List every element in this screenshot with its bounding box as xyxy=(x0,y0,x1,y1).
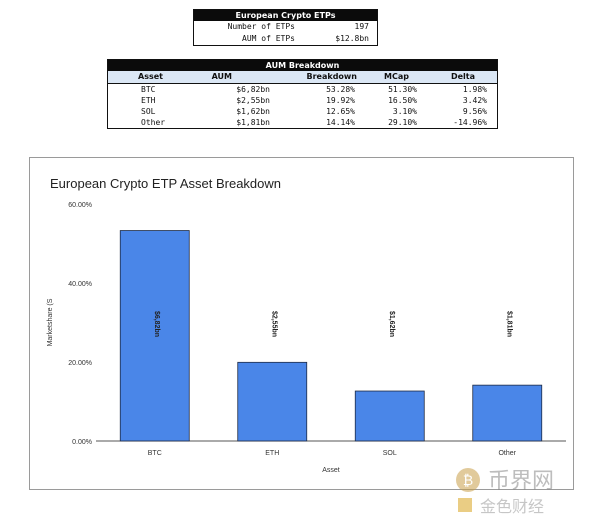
table-cell: 1.98% xyxy=(462,85,487,94)
y-tick-label: 20.00% xyxy=(68,360,92,367)
etps-count-label: Number of ETPs xyxy=(227,22,295,31)
bar-other xyxy=(472,384,543,442)
table-cell: $1,62bn xyxy=(236,107,270,116)
table-row: SOL $1,62bn 12.65% 3.10% 9.56% xyxy=(108,106,497,117)
bar-btc xyxy=(119,230,190,442)
x-tick-label: BTC xyxy=(148,450,162,457)
table-cell: SOL xyxy=(141,107,156,116)
table-cell: Other xyxy=(141,118,166,127)
table-row: Number of ETPs 197 xyxy=(194,21,377,33)
table-cell: 53.28% xyxy=(326,85,355,94)
watermark-line2: 金色财经 xyxy=(480,497,544,516)
table-row: AUM of ETPs $12.8bn xyxy=(194,33,377,45)
table-row: Other $1,81bn 14.14% 29.10% -14.96% xyxy=(108,117,497,128)
data-label: $1,81bn xyxy=(505,311,512,337)
table-cell: 16.50% xyxy=(388,96,417,105)
table-cell: 3.42% xyxy=(462,96,487,105)
x-tick-label: Other xyxy=(498,450,516,457)
y-tick-label: 0.00% xyxy=(72,439,92,446)
table-cell: -14.96% xyxy=(453,118,487,127)
watermark-coin-icon xyxy=(456,468,480,492)
bar-sol xyxy=(354,390,425,442)
etps-summary-table: European Crypto ETPs Number of ETPs 197 … xyxy=(193,9,378,46)
table-cell: $1,81bn xyxy=(236,118,270,127)
watermark-line1: 币界网 xyxy=(488,469,554,494)
watermark-logo: ₿ 币界网 金色财经 xyxy=(456,468,554,516)
table-cell: $6,82bn xyxy=(236,85,270,94)
data-label: $6,82bn xyxy=(153,311,160,337)
column-header-delta: Delta xyxy=(450,72,475,81)
table-cell: $2,55bn xyxy=(236,96,270,105)
chart-title: European Crypto ETP Asset Breakdown xyxy=(50,176,281,191)
data-label: $1,62bn xyxy=(388,311,395,337)
aum-breakdown-table: AUM Breakdown Asset AUM Breakdown MCap D… xyxy=(107,59,498,129)
table-cell: 9.56% xyxy=(462,107,487,116)
etps-aum-value: $12.8bn xyxy=(335,34,369,43)
table-cell: 14.14% xyxy=(326,118,355,127)
table-cell: 51.30% xyxy=(388,85,417,94)
svg-text:₿: ₿ xyxy=(463,473,473,489)
table-cell: 12.65% xyxy=(326,107,355,116)
table-cell: ETH xyxy=(141,96,156,105)
table-cell: 19.92% xyxy=(326,96,355,105)
table-row: ETH $2,55bn 19.92% 16.50% 3.42% xyxy=(108,95,497,106)
bar-eth xyxy=(237,361,308,442)
table-cell: 29.10% xyxy=(388,118,417,127)
watermark-square-icon xyxy=(458,498,472,512)
etps-aum-label: AUM of ETPs xyxy=(242,34,295,43)
aum-table-title: AUM Breakdown xyxy=(108,60,497,71)
table-cell: BTC xyxy=(141,85,156,94)
etps-table-title: European Crypto ETPs xyxy=(194,10,377,21)
table-row: BTC $6,82bn 53.28% 51.30% 1.98% xyxy=(108,84,497,95)
chart-panel: European Crypto ETP Asset Breakdown 0.00… xyxy=(29,157,574,490)
x-axis-title: Asset xyxy=(322,467,340,474)
table-header-row: Asset AUM Breakdown MCap Delta xyxy=(108,71,497,84)
column-header-aum: AUM xyxy=(211,72,232,81)
y-tick-label: 40.00% xyxy=(68,281,92,288)
bar-chart: 0.00% 20.00% 40.00% 60.00% BTC $6,82bn ETH $2,5… xyxy=(47,202,566,474)
y-axis-title: Marketshare (S xyxy=(47,298,54,346)
y-tick-label: 60.00% xyxy=(68,202,92,209)
data-label: $2,55bn xyxy=(270,311,277,337)
column-header-breakdown: Breakdown xyxy=(306,72,358,81)
etps-count-value: 197 xyxy=(354,22,369,31)
column-header-mcap: MCap xyxy=(384,72,409,81)
column-header-asset: Asset xyxy=(138,72,163,81)
x-tick-label: SOL xyxy=(383,450,397,457)
table-cell: 3.10% xyxy=(392,107,417,116)
x-tick-label: ETH xyxy=(265,450,279,457)
